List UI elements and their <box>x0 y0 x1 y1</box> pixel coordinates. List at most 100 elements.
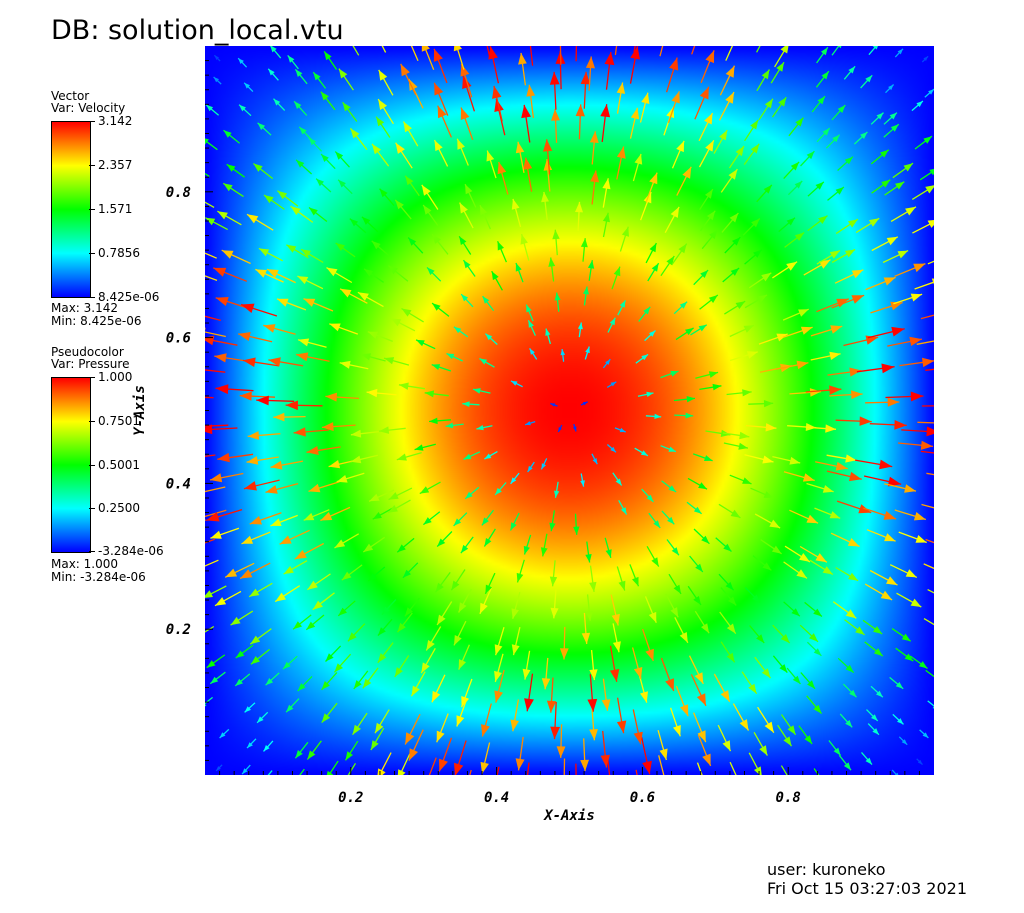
velocity-vector-head <box>246 456 259 465</box>
velocity-vector-head <box>844 249 856 258</box>
velocity-tick-label: 1.571 <box>89 203 132 215</box>
velocity-vector-head <box>398 382 409 390</box>
velocity-vector-head <box>481 517 489 526</box>
velocity-vector-shaft <box>927 260 934 265</box>
velocity-vector-shaft <box>756 46 761 53</box>
velocity-vector-head <box>837 46 842 49</box>
velocity-vector-head <box>809 633 818 642</box>
velocity-vector-head <box>247 742 253 749</box>
velocity-min-label: Min: 8.425e-06 <box>51 314 142 328</box>
velocity-vector-head <box>763 184 772 194</box>
velocity-vector-head <box>335 243 345 251</box>
velocity-vector-head <box>868 218 880 227</box>
velocity-vector-head <box>693 506 702 514</box>
velocity-vector-head <box>761 668 771 679</box>
velocity-vector-shaft <box>925 538 934 544</box>
velocity-vector-head <box>843 762 851 771</box>
velocity-vector-head <box>453 46 462 52</box>
velocity-vector-head <box>680 704 689 717</box>
velocity-vector-shaft <box>919 169 934 181</box>
velocity-vector-head <box>338 607 347 616</box>
velocity-vector-head <box>367 331 379 339</box>
velocity-vector-shaft <box>927 589 934 594</box>
velocity-vector-head <box>884 533 896 542</box>
velocity-vector-head <box>180 543 193 552</box>
velocity-vector-head <box>250 635 261 645</box>
velocity-vector-head <box>876 112 884 120</box>
velocity-vector-head <box>316 178 324 187</box>
velocity-vector-head <box>540 547 548 557</box>
velocity-vector-shaft <box>328 760 339 775</box>
velocity-vector-head <box>350 429 362 438</box>
velocity-vector-shaft <box>205 509 227 518</box>
x-axis-tick-label: 0.8 <box>776 790 801 806</box>
velocity-vector-head <box>334 539 346 548</box>
velocity-vector-head <box>494 644 503 656</box>
velocity-vector-head <box>313 72 321 81</box>
velocity-vector-head <box>264 195 274 204</box>
timestamp: Fri Oct 15 03:27:03 2021 <box>767 879 968 898</box>
velocity-vector-head <box>819 259 831 269</box>
velocity-vector-head <box>665 678 674 691</box>
velocity-vector-head <box>347 632 357 642</box>
velocity-vector-head <box>873 648 883 657</box>
velocity-vector-head <box>556 29 565 41</box>
velocity-vector-head <box>883 277 896 286</box>
velocity-vector-head <box>670 206 680 218</box>
velocity-vector-head <box>794 181 803 189</box>
velocity-vector-head <box>762 455 774 464</box>
velocity-vector-head <box>730 268 740 276</box>
velocity-vector-head <box>215 384 229 395</box>
velocity-vector-head <box>872 728 879 735</box>
velocity-vectors <box>180 29 959 775</box>
velocity-vector-head <box>550 403 556 407</box>
velocity-vector-head <box>243 481 257 491</box>
velocity-vector-head <box>585 56 595 69</box>
velocity-max-label: Max: 3.142 <box>51 301 119 315</box>
velocity-vector-head <box>378 627 386 636</box>
velocity-vector-head <box>242 357 256 367</box>
velocity-vector-head <box>255 269 267 278</box>
velocity-vector-head <box>929 168 934 176</box>
velocity-vector-head <box>822 485 834 493</box>
velocity-vector-shaft <box>926 472 934 476</box>
velocity-vector-head <box>641 354 649 361</box>
velocity-vector-head <box>676 140 685 153</box>
velocity-vector-shaft <box>813 768 820 775</box>
velocity-vector-head <box>516 572 524 583</box>
velocity-vector-head <box>640 691 648 703</box>
velocity-vector-head <box>484 453 492 459</box>
velocity-vector-head <box>748 683 757 694</box>
velocity-vector-head <box>619 427 626 433</box>
velocity-vector-head <box>328 460 341 469</box>
velocity-vector-head <box>210 530 222 539</box>
velocity-vector-head <box>372 512 382 520</box>
velocity-vector-head <box>761 30 769 40</box>
velocity-vector-head <box>833 747 841 756</box>
velocity-vector-head <box>377 653 387 663</box>
velocity-vector-head <box>434 82 444 96</box>
velocity-vector-shaft <box>923 563 934 570</box>
velocity-vector-head <box>462 401 470 407</box>
velocity-vector-head <box>807 680 815 689</box>
velocity-vector-head <box>270 46 277 53</box>
velocity-vector-head <box>263 324 276 333</box>
velocity-vector-head <box>849 689 857 698</box>
velocity-vector-head <box>456 715 465 727</box>
velocity-vector-head <box>668 485 677 492</box>
velocity-vector-head <box>946 449 959 459</box>
velocity-vector-shaft <box>455 46 465 70</box>
velocity-vector-head <box>437 538 446 547</box>
velocity-vector-head <box>616 146 626 159</box>
velocity-vector-shaft <box>205 369 226 373</box>
velocity-vector-head <box>338 179 346 188</box>
velocity-vector-head <box>270 460 283 470</box>
velocity-vector-shaft <box>780 765 788 775</box>
velocity-vector-head <box>746 351 758 359</box>
velocity-vector-head <box>458 602 467 613</box>
velocity-vector-head <box>433 48 443 62</box>
velocity-vector-shaft <box>205 696 214 705</box>
velocity-vector-head <box>859 416 872 426</box>
velocity-vector-head <box>357 292 369 301</box>
velocity-vector-head <box>515 758 525 771</box>
